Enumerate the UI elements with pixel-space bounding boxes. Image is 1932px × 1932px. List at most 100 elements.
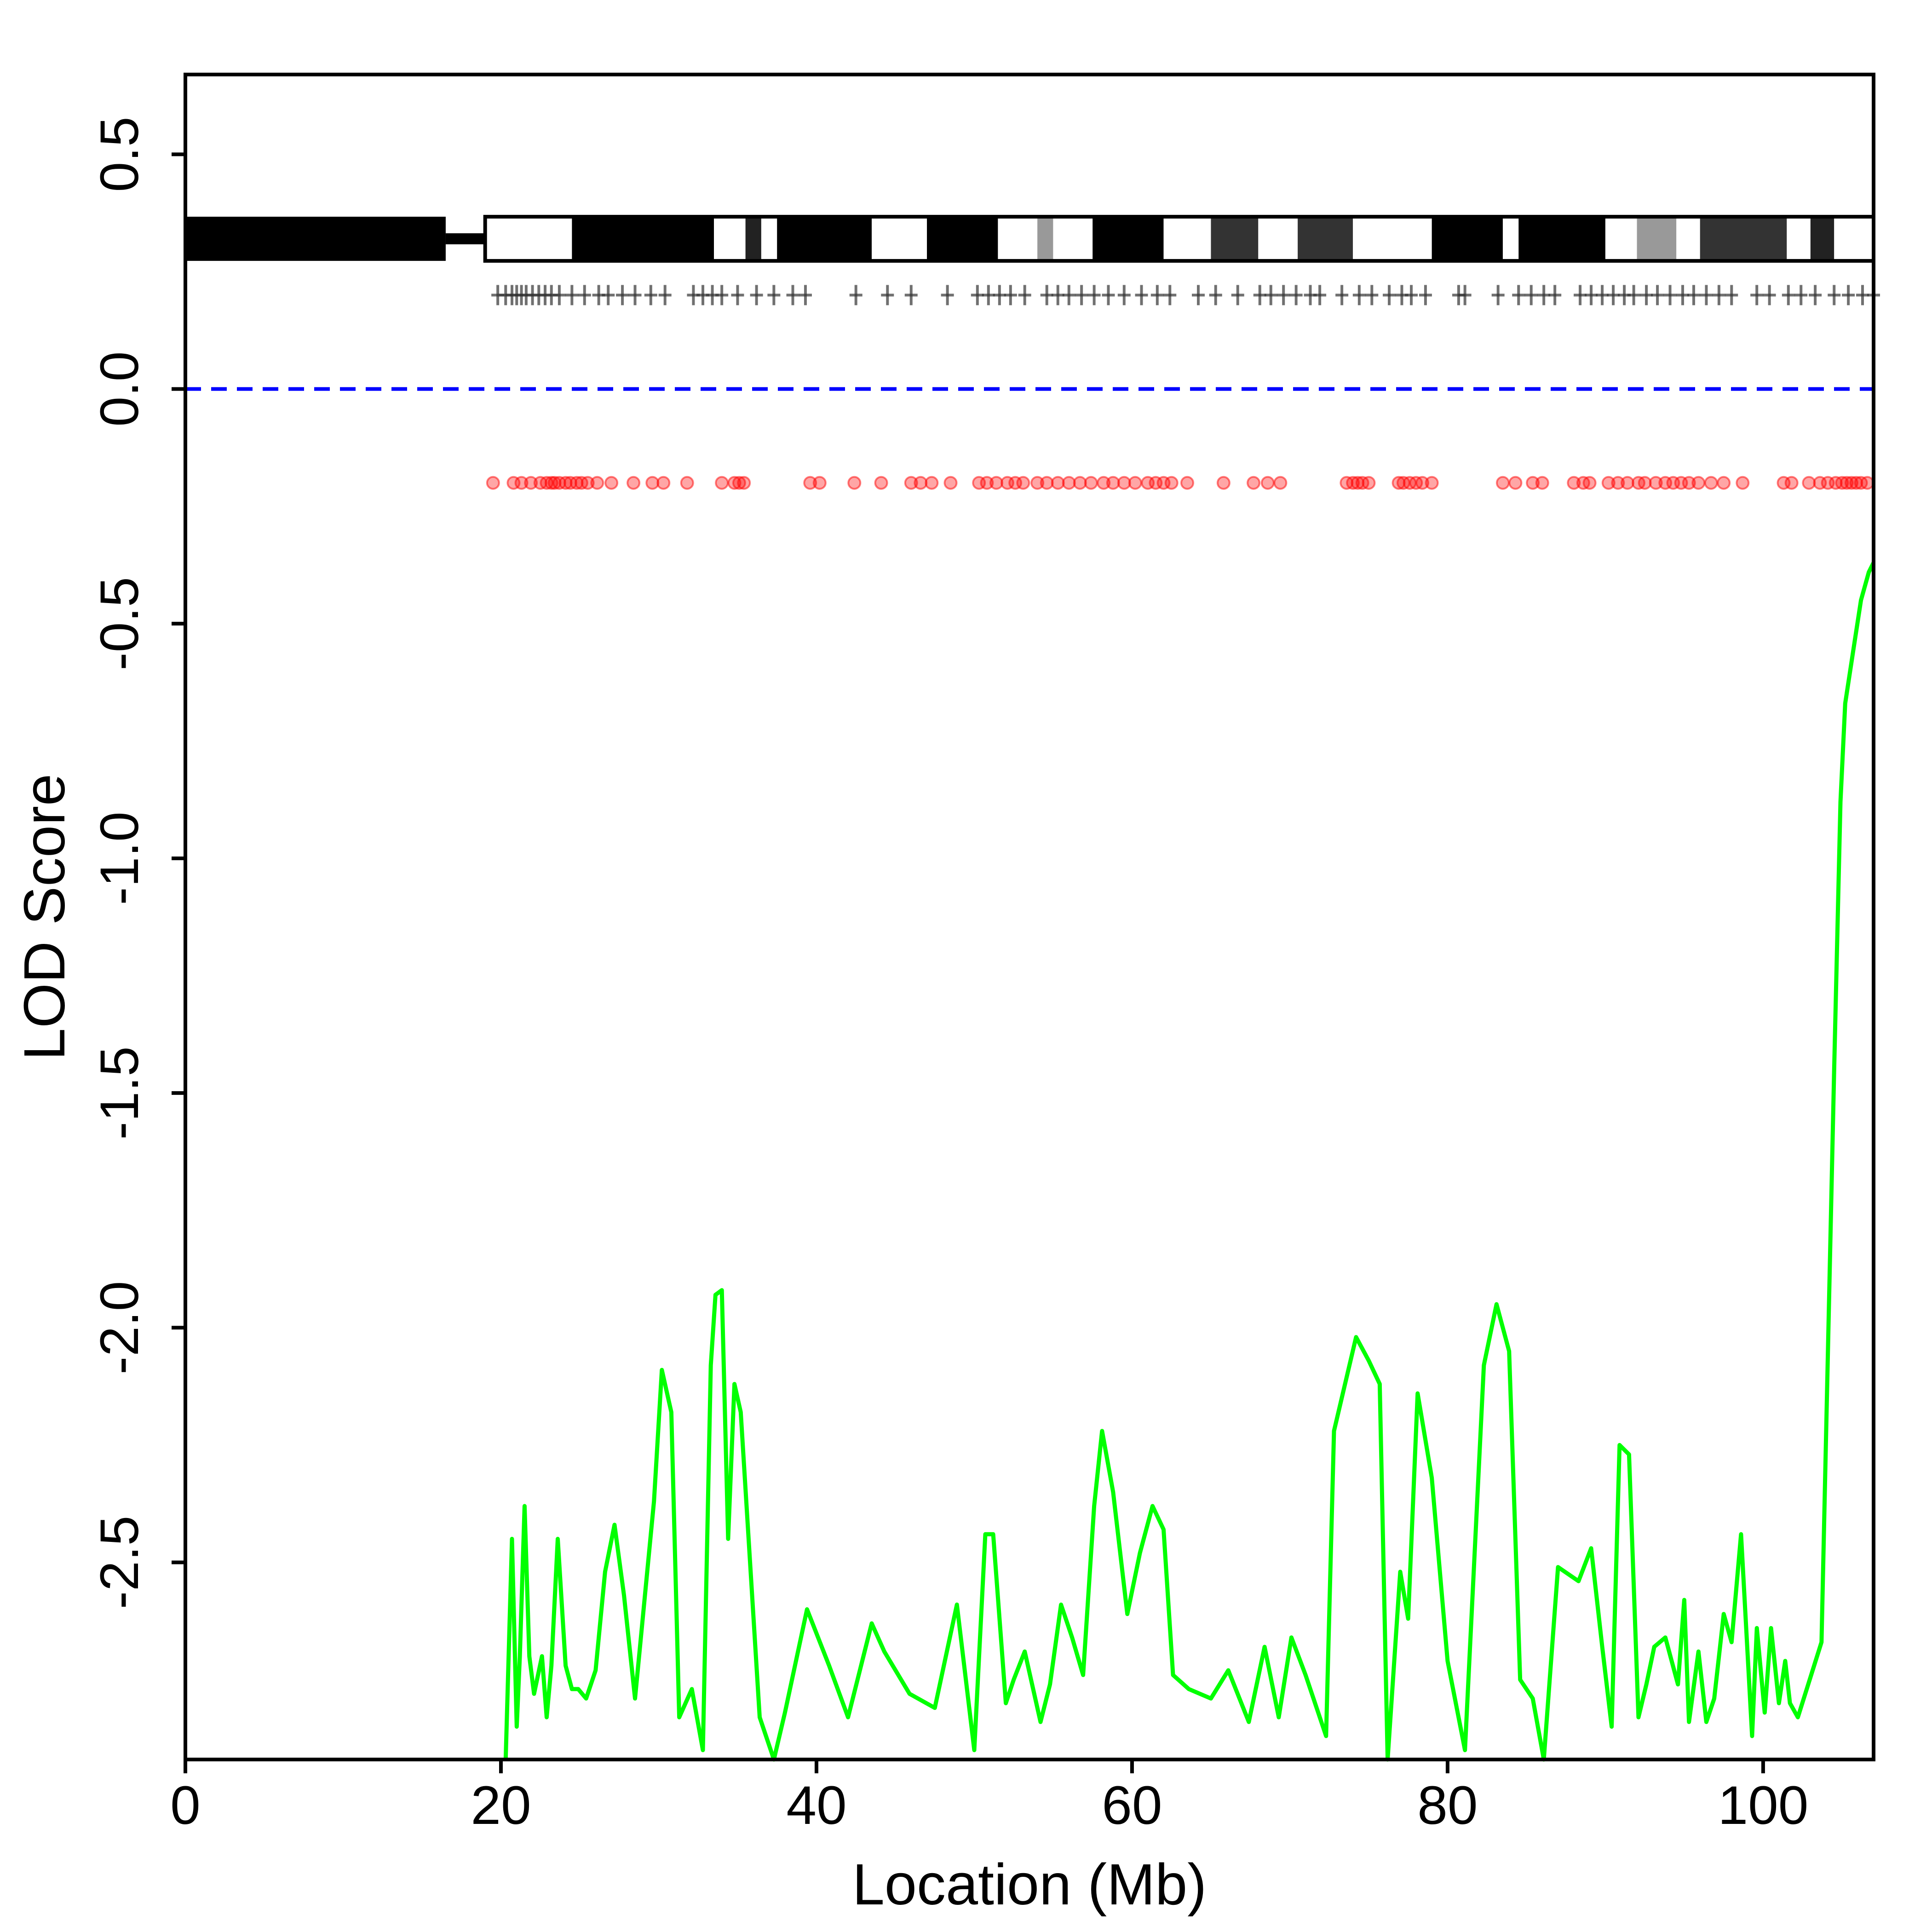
snp-dot — [1508, 476, 1523, 490]
chromosome-ideogram — [185, 215, 1876, 263]
snp-dot — [874, 476, 888, 490]
ideogram-band — [761, 217, 777, 261]
snp-dot — [925, 476, 939, 490]
snp-dot — [1840, 476, 1854, 490]
snp-dot — [590, 476, 604, 490]
snp-dot — [1180, 476, 1194, 490]
snp-dot — [1682, 476, 1696, 490]
x-tick-label: 80 — [1417, 1775, 1478, 1836]
ideogram-p-arm — [185, 217, 446, 261]
snp-dot — [581, 476, 595, 490]
snp-dot — [1611, 476, 1625, 490]
snp-dot — [656, 476, 671, 490]
snp-dot — [1030, 476, 1045, 490]
ideogram-band — [1787, 217, 1811, 261]
snp-dot — [1216, 476, 1230, 490]
y-tick-label: -1.0 — [89, 811, 150, 905]
snp-dot — [1415, 476, 1430, 490]
ideogram-band — [572, 217, 714, 261]
snp-dot — [1526, 476, 1540, 490]
snp-dot — [1860, 476, 1874, 490]
snp-dot — [1736, 476, 1750, 490]
snp-dot — [812, 476, 827, 490]
ideogram-band — [745, 217, 761, 261]
y-tick-label: -0.5 — [89, 577, 150, 670]
lod-series — [503, 562, 1876, 1762]
snp-dots — [486, 476, 1874, 490]
snp-dot — [1835, 476, 1849, 490]
snp-dot — [1649, 476, 1663, 490]
snp-dot — [732, 476, 746, 490]
ideogram-band — [1053, 217, 1093, 261]
ideogram-band — [1353, 217, 1432, 261]
ideogram-band — [1211, 217, 1259, 261]
snp-dot — [1784, 476, 1799, 490]
x-tick-label: 20 — [471, 1775, 531, 1836]
x-axis-label: Location (Mb) — [852, 1852, 1207, 1917]
snp-dot — [1016, 476, 1030, 490]
marker-ticks — [491, 285, 1880, 305]
ideogram-band — [1258, 217, 1298, 261]
y-tick-label: -1.5 — [89, 1046, 150, 1139]
snp-dot — [627, 476, 641, 490]
y-tick-label: -2.5 — [89, 1516, 150, 1609]
ideogram-band — [998, 217, 1038, 261]
snp-dot — [1495, 476, 1510, 490]
snp-dot — [1691, 476, 1706, 490]
snp-dot — [524, 476, 538, 490]
snp-dot — [680, 476, 694, 490]
ideogram-band — [1037, 217, 1053, 261]
y-tick-label: -2.0 — [89, 1281, 150, 1374]
ideogram-band — [1298, 217, 1353, 261]
snp-dot — [1346, 476, 1360, 490]
x-tick-label: 100 — [1718, 1775, 1808, 1836]
snp-dot — [1601, 476, 1616, 490]
ideogram-band — [714, 217, 746, 261]
ideogram-band — [1163, 217, 1211, 261]
snp-dot — [803, 476, 817, 490]
y-axis: 0.5 0.0 -0.5 -1.0 -1.5 -2.0 -2.5 — [89, 116, 185, 1609]
snp-dot — [604, 476, 619, 490]
snp-dot — [904, 476, 918, 490]
snp-dot — [847, 476, 862, 490]
ideogram-band — [1605, 217, 1637, 261]
snp-dot — [1567, 476, 1581, 490]
ideogram-band — [1676, 217, 1700, 261]
lod-line — [503, 562, 1876, 1762]
snp-dot — [1164, 476, 1179, 490]
snp-dot — [737, 476, 751, 490]
y-tick-label: 0.0 — [89, 351, 150, 427]
snp-dot — [715, 476, 729, 490]
ideogram-band — [777, 217, 872, 261]
ideogram-band — [1700, 217, 1787, 261]
snp-dot — [1097, 476, 1111, 490]
ideogram-band — [1502, 217, 1519, 261]
snp-dot — [1425, 476, 1439, 490]
snp-dot — [1128, 476, 1142, 490]
snp-dot — [1362, 476, 1376, 490]
snp-dot — [486, 476, 500, 490]
ideogram-band — [1834, 217, 1874, 261]
snp-dot — [980, 476, 994, 490]
snp-dot — [1844, 476, 1858, 490]
snp-dot — [514, 476, 529, 490]
ideogram-band — [1092, 217, 1164, 261]
y-tick-label: 0.5 — [89, 116, 150, 192]
snp-dot — [1582, 476, 1597, 490]
x-tick-label: 0 — [170, 1775, 201, 1836]
ideogram-band — [1432, 217, 1503, 261]
snp-dot — [1535, 476, 1549, 490]
ideogram-centromere — [445, 233, 485, 245]
ideogram-band — [1518, 217, 1605, 261]
snp-dot — [1717, 476, 1731, 490]
snp-dot — [1260, 476, 1275, 490]
y-axis-label: LOD Score — [12, 774, 77, 1060]
ideogram-band — [1810, 217, 1834, 261]
ideogram-band — [872, 217, 927, 261]
ideogram-band — [1637, 217, 1677, 261]
x-tick-label: 40 — [786, 1775, 846, 1836]
ideogram-band — [485, 217, 572, 261]
ideogram-band — [927, 217, 998, 261]
x-axis: 0 20 40 60 80 100 — [170, 1760, 1808, 1836]
